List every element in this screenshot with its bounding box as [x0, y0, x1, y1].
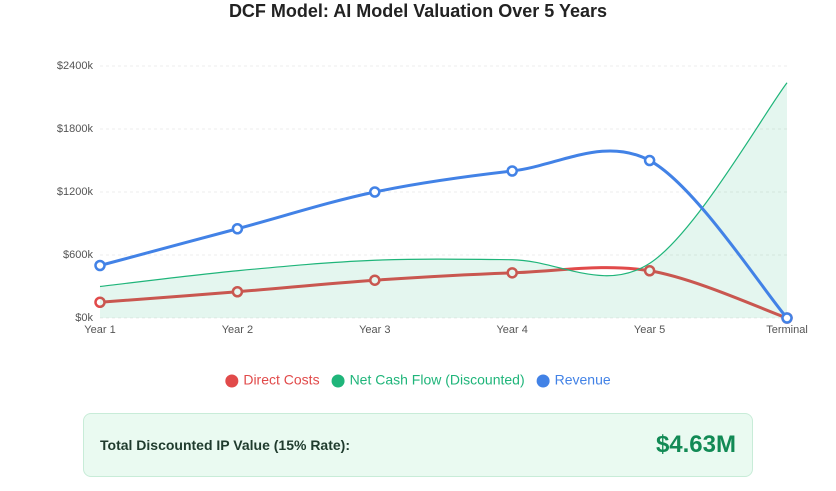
data-point: [231, 286, 244, 298]
y-tick-label: $1800k: [57, 123, 94, 135]
x-tick-label: Year 3: [359, 324, 390, 336]
chart-title: DCF Model: AI Model Valuation Over 5 Yea…: [229, 1, 607, 21]
y-tick-label: $0k: [75, 312, 93, 324]
x-tick-label: Year 4: [496, 324, 527, 336]
chart: DCF Model: AI Model Valuation Over 5 Yea…: [57, 1, 808, 388]
data-point: [369, 274, 381, 286]
x-tick-label: Year 1: [84, 324, 115, 336]
summary-label: Total Discounted IP Value (15% Rate):: [100, 437, 350, 453]
data-point: [231, 223, 244, 235]
x-tick-label: Year 5: [634, 324, 665, 336]
area-fill: [100, 82, 787, 318]
data-point: [94, 259, 106, 272]
legend-marker: [536, 374, 550, 388]
y-tick-label: $2400k: [57, 60, 94, 72]
legend-marker: [331, 374, 345, 388]
data-point: [643, 154, 656, 167]
legend-label: Revenue: [555, 372, 611, 388]
legend-label: Net Cash Flow (Discounted): [350, 372, 525, 388]
x-tick-label: Year 2: [222, 324, 253, 336]
series-line: [99, 149, 789, 319]
y-tick-label: $1200k: [57, 186, 94, 198]
legend-marker: [225, 374, 239, 388]
data-point: [506, 165, 518, 177]
data-point: [506, 267, 518, 279]
series-line: [99, 266, 788, 320]
data-point: [369, 186, 381, 198]
data-point: [643, 265, 656, 277]
data-point: [781, 312, 793, 324]
data-point: [94, 296, 106, 308]
legend-label: Direct Costs: [243, 372, 319, 388]
summary-value: $4.63M: [655, 431, 736, 458]
summary-box: Total Discounted IP Value (15% Rate): $4…: [83, 413, 753, 477]
series-line: [99, 82, 788, 288]
x-tick-label: Terminal: [766, 324, 808, 336]
y-tick-label: $600k: [63, 249, 93, 261]
